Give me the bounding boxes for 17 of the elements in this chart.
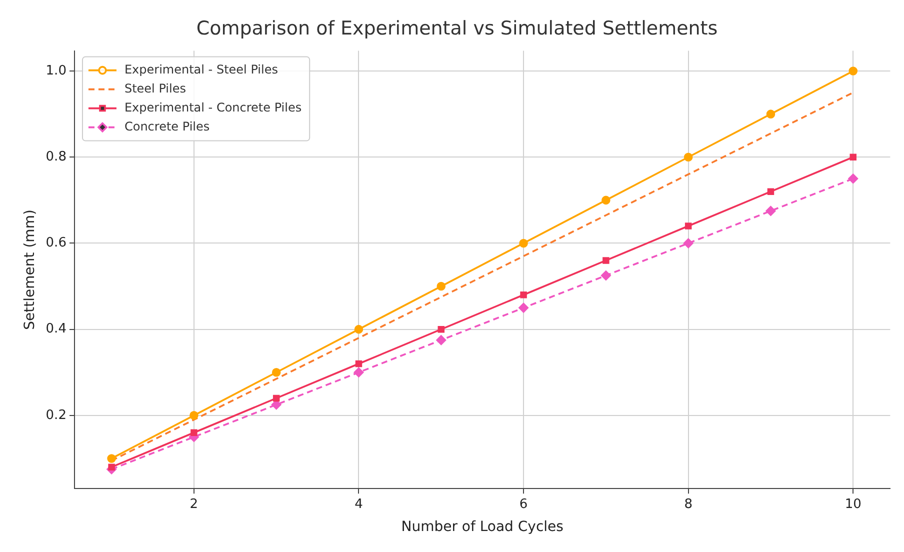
legend-label: Experimental - Concrete Piles (124, 100, 302, 114)
y-tick-label: 1.0 (46, 63, 66, 78)
legend-label: Experimental - Steel Piles (124, 62, 278, 76)
x-tick-label: 4 (354, 496, 363, 512)
y-tick-label: 0.6 (46, 236, 66, 251)
x-tick-label: 10 (844, 496, 862, 512)
legend-label: Steel Piles (124, 81, 186, 96)
y-tick-label: 0.2 (46, 408, 66, 423)
chart-title: Comparison of Experimental vs Simulated Settlements (196, 17, 718, 40)
y-axis-title: Settlement (mm) (22, 210, 38, 330)
x-axis-title: Number of Load Cycles (401, 519, 564, 536)
y-tick-label: 0.8 (46, 150, 66, 165)
legend-label: Concrete Piles (124, 119, 210, 134)
x-tick-label: 6 (519, 496, 528, 512)
y-tick-label: 0.4 (46, 322, 66, 337)
x-tick-label: 8 (684, 496, 692, 512)
x-tick-label: 2 (190, 496, 198, 512)
